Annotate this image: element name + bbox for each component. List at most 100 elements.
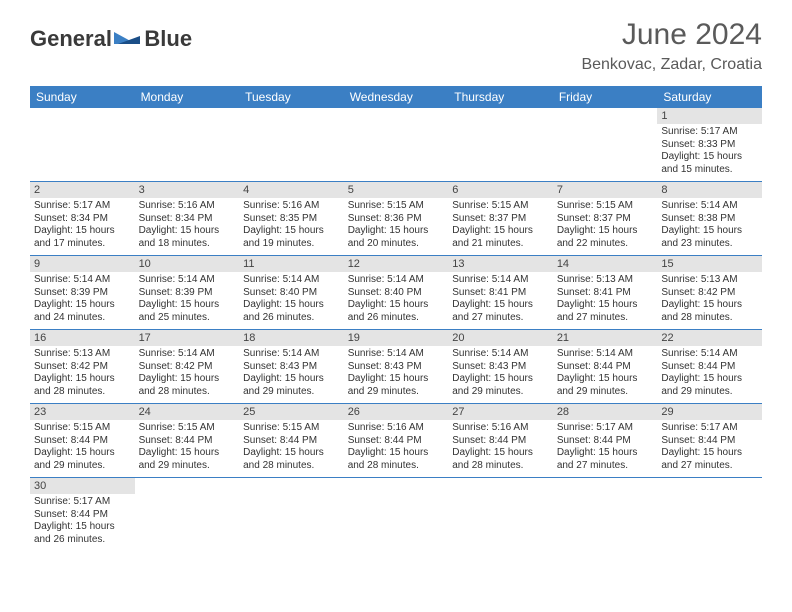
calendar-day: 4Sunrise: 5:16 AMSunset: 8:35 PMDaylight…: [239, 182, 344, 256]
day-number: 15: [657, 256, 762, 272]
calendar-table: SundayMondayTuesdayWednesdayThursdayFrid…: [30, 86, 762, 551]
day-details: Sunrise: 5:15 AMSunset: 8:36 PMDaylight:…: [344, 198, 449, 255]
day-number: 26: [344, 404, 449, 420]
calendar-day: 9Sunrise: 5:14 AMSunset: 8:39 PMDaylight…: [30, 256, 135, 330]
day-number: 4: [239, 182, 344, 198]
calendar-day: 1Sunrise: 5:17 AMSunset: 8:33 PMDaylight…: [657, 108, 762, 182]
calendar-day: 10Sunrise: 5:14 AMSunset: 8:39 PMDayligh…: [135, 256, 240, 330]
day-details: Sunrise: 5:16 AMSunset: 8:44 PMDaylight:…: [344, 420, 449, 477]
calendar-empty: [553, 478, 658, 552]
day-details: Sunrise: 5:17 AMSunset: 8:34 PMDaylight:…: [30, 198, 135, 255]
calendar-week: 9Sunrise: 5:14 AMSunset: 8:39 PMDaylight…: [30, 256, 762, 330]
day-details: Sunrise: 5:17 AMSunset: 8:44 PMDaylight:…: [553, 420, 658, 477]
day-details: Sunrise: 5:16 AMSunset: 8:35 PMDaylight:…: [239, 198, 344, 255]
day-number: 29: [657, 404, 762, 420]
day-details: Sunrise: 5:14 AMSunset: 8:39 PMDaylight:…: [30, 272, 135, 329]
day-details: Sunrise: 5:15 AMSunset: 8:44 PMDaylight:…: [239, 420, 344, 477]
day-number: 14: [553, 256, 658, 272]
day-number: 12: [344, 256, 449, 272]
brand-word2: Blue: [144, 26, 192, 51]
calendar-day: 17Sunrise: 5:14 AMSunset: 8:42 PMDayligh…: [135, 330, 240, 404]
calendar-empty: [553, 108, 658, 182]
day-number: 30: [30, 478, 135, 494]
brand-logo: General Blue: [30, 28, 192, 53]
calendar-day: 19Sunrise: 5:14 AMSunset: 8:43 PMDayligh…: [344, 330, 449, 404]
day-details: Sunrise: 5:14 AMSunset: 8:42 PMDaylight:…: [135, 346, 240, 403]
calendar-day: 25Sunrise: 5:15 AMSunset: 8:44 PMDayligh…: [239, 404, 344, 478]
calendar-day: 13Sunrise: 5:14 AMSunset: 8:41 PMDayligh…: [448, 256, 553, 330]
calendar-week: 30Sunrise: 5:17 AMSunset: 8:44 PMDayligh…: [30, 478, 762, 552]
day-number: 3: [135, 182, 240, 198]
day-header: Wednesday: [344, 86, 449, 108]
calendar-day: 14Sunrise: 5:13 AMSunset: 8:41 PMDayligh…: [553, 256, 658, 330]
calendar-empty: [239, 108, 344, 182]
day-number: 21: [553, 330, 658, 346]
calendar-day: 16Sunrise: 5:13 AMSunset: 8:42 PMDayligh…: [30, 330, 135, 404]
day-number: 24: [135, 404, 240, 420]
day-details: Sunrise: 5:14 AMSunset: 8:44 PMDaylight:…: [553, 346, 658, 403]
day-number: 28: [553, 404, 658, 420]
calendar-empty: [344, 478, 449, 552]
day-number: 9: [30, 256, 135, 272]
day-details: Sunrise: 5:17 AMSunset: 8:44 PMDaylight:…: [657, 420, 762, 477]
calendar-week: 2Sunrise: 5:17 AMSunset: 8:34 PMDaylight…: [30, 182, 762, 256]
calendar-day: 11Sunrise: 5:14 AMSunset: 8:40 PMDayligh…: [239, 256, 344, 330]
day-header: Sunday: [30, 86, 135, 108]
day-number: 17: [135, 330, 240, 346]
calendar-week: 23Sunrise: 5:15 AMSunset: 8:44 PMDayligh…: [30, 404, 762, 478]
day-details: Sunrise: 5:13 AMSunset: 8:42 PMDaylight:…: [657, 272, 762, 329]
calendar-day: 6Sunrise: 5:15 AMSunset: 8:37 PMDaylight…: [448, 182, 553, 256]
day-number: 25: [239, 404, 344, 420]
day-number: 16: [30, 330, 135, 346]
day-header: Saturday: [657, 86, 762, 108]
calendar-week: 1Sunrise: 5:17 AMSunset: 8:33 PMDaylight…: [30, 108, 762, 182]
page-header: General Blue June 2024 Benkovac, Zadar, …: [0, 0, 792, 80]
day-header: Friday: [553, 86, 658, 108]
calendar-day: 20Sunrise: 5:14 AMSunset: 8:43 PMDayligh…: [448, 330, 553, 404]
calendar-empty: [239, 478, 344, 552]
day-details: Sunrise: 5:14 AMSunset: 8:44 PMDaylight:…: [657, 346, 762, 403]
day-number: 1: [657, 108, 762, 124]
day-number: 18: [239, 330, 344, 346]
day-details: Sunrise: 5:15 AMSunset: 8:37 PMDaylight:…: [448, 198, 553, 255]
calendar-day: 7Sunrise: 5:15 AMSunset: 8:37 PMDaylight…: [553, 182, 658, 256]
calendar-day: 28Sunrise: 5:17 AMSunset: 8:44 PMDayligh…: [553, 404, 658, 478]
calendar-day: 15Sunrise: 5:13 AMSunset: 8:42 PMDayligh…: [657, 256, 762, 330]
day-number: 22: [657, 330, 762, 346]
day-details: Sunrise: 5:14 AMSunset: 8:43 PMDaylight:…: [239, 346, 344, 403]
day-details: Sunrise: 5:13 AMSunset: 8:41 PMDaylight:…: [553, 272, 658, 329]
calendar-day: 3Sunrise: 5:16 AMSunset: 8:34 PMDaylight…: [135, 182, 240, 256]
day-header-row: SundayMondayTuesdayWednesdayThursdayFrid…: [30, 86, 762, 108]
calendar-day: 27Sunrise: 5:16 AMSunset: 8:44 PMDayligh…: [448, 404, 553, 478]
day-number: 2: [30, 182, 135, 198]
calendar-empty: [344, 108, 449, 182]
calendar-day: 2Sunrise: 5:17 AMSunset: 8:34 PMDaylight…: [30, 182, 135, 256]
calendar-day: 26Sunrise: 5:16 AMSunset: 8:44 PMDayligh…: [344, 404, 449, 478]
day-header: Thursday: [448, 86, 553, 108]
day-number: 10: [135, 256, 240, 272]
calendar-empty: [448, 108, 553, 182]
calendar-empty: [448, 478, 553, 552]
calendar-day: 23Sunrise: 5:15 AMSunset: 8:44 PMDayligh…: [30, 404, 135, 478]
day-details: Sunrise: 5:15 AMSunset: 8:44 PMDaylight:…: [30, 420, 135, 477]
day-details: Sunrise: 5:14 AMSunset: 8:40 PMDaylight:…: [344, 272, 449, 329]
day-number: 7: [553, 182, 658, 198]
day-details: Sunrise: 5:16 AMSunset: 8:34 PMDaylight:…: [135, 198, 240, 255]
day-details: Sunrise: 5:14 AMSunset: 8:39 PMDaylight:…: [135, 272, 240, 329]
brand-word1: General: [30, 26, 112, 51]
day-number: 5: [344, 182, 449, 198]
day-details: Sunrise: 5:14 AMSunset: 8:43 PMDaylight:…: [344, 346, 449, 403]
day-number: 20: [448, 330, 553, 346]
day-number: 8: [657, 182, 762, 198]
day-details: Sunrise: 5:17 AMSunset: 8:33 PMDaylight:…: [657, 124, 762, 181]
day-details: Sunrise: 5:14 AMSunset: 8:43 PMDaylight:…: [448, 346, 553, 403]
day-details: Sunrise: 5:15 AMSunset: 8:44 PMDaylight:…: [135, 420, 240, 477]
calendar-empty: [657, 478, 762, 552]
calendar-day: 22Sunrise: 5:14 AMSunset: 8:44 PMDayligh…: [657, 330, 762, 404]
calendar-day: 29Sunrise: 5:17 AMSunset: 8:44 PMDayligh…: [657, 404, 762, 478]
day-number: 13: [448, 256, 553, 272]
month-title: June 2024: [581, 18, 762, 52]
day-number: 6: [448, 182, 553, 198]
day-details: Sunrise: 5:14 AMSunset: 8:40 PMDaylight:…: [239, 272, 344, 329]
calendar-day: 21Sunrise: 5:14 AMSunset: 8:44 PMDayligh…: [553, 330, 658, 404]
